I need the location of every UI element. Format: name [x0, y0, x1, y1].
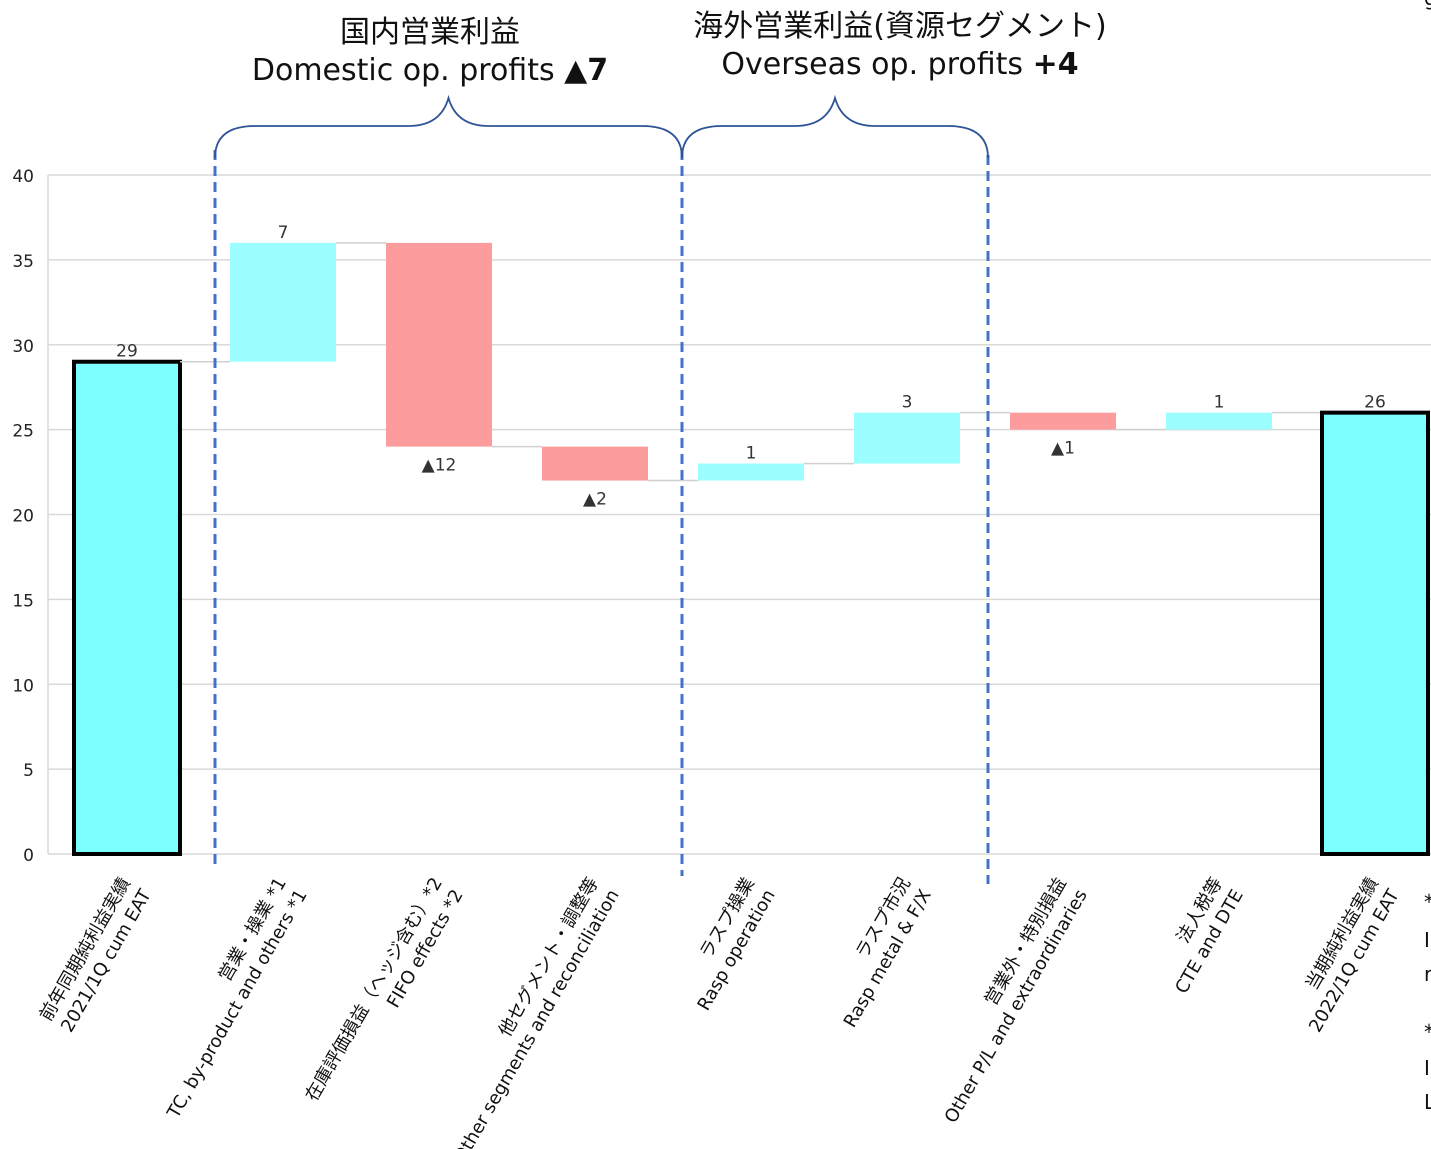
cropped-side-text: * [1424, 890, 1431, 914]
increase-bar [230, 242, 336, 362]
x-category-label-en: TC, by-product and others *1 [163, 886, 312, 1123]
data-label: 26 [1364, 393, 1386, 413]
domestic-title-en-line: Domestic op. profits ▲7 [210, 52, 650, 90]
y-tick-label: 0 [23, 846, 34, 866]
increase-bar [1166, 412, 1272, 430]
domestic-brace [214, 94, 683, 159]
data-label: 7 [278, 223, 289, 243]
y-axis-ticks: 0 5 10 15 20 25 30 35 40 [12, 167, 34, 866]
total-bar [72, 359, 182, 856]
y-tick-label: 10 [12, 676, 34, 696]
overseas-title-en: Overseas op. profits [721, 47, 1024, 82]
overseas-title-en-line: Overseas op. profits +4 [660, 46, 1140, 84]
y-tick-label: 15 [12, 591, 34, 611]
x-category-label-en: Other P/L and extraordinaries [941, 886, 1092, 1127]
domestic-group-title: 国内営業利益 Domestic op. profits ▲7 [210, 14, 650, 90]
overseas-title-value: +4 [1032, 47, 1079, 82]
data-labels: 29 7 ▲12 ▲2 1 3 ▲1 1 26 [116, 223, 1386, 510]
overseas-group-title: 海外営業利益(資源セグメント) Overseas op. profits +4 [660, 8, 1140, 84]
y-tick-label: 35 [12, 252, 34, 272]
data-label: 3 [902, 393, 913, 413]
data-label: 29 [116, 342, 138, 362]
decrease-bar [386, 242, 492, 447]
group-braces [214, 94, 989, 159]
x-category-label-jp: 在庫評価損益（ヘッジ含む）*2 [302, 874, 447, 1105]
y-tick-label: 20 [12, 507, 34, 527]
cropped-side-text: r [1424, 962, 1431, 986]
data-label: ▲1 [1051, 439, 1075, 459]
domestic-title-jp: 国内営業利益 [340, 15, 520, 50]
y-tick-label: 25 [12, 422, 34, 442]
increase-bar [698, 463, 804, 481]
cropped-side-text: L [1424, 1090, 1431, 1114]
x-category-label: 営業・操業 *1TC, by-product and others *1 [163, 874, 312, 1123]
cropped-side-text: I [1424, 1056, 1430, 1080]
data-label: ▲12 [422, 456, 457, 476]
data-label: ▲2 [583, 490, 607, 510]
domestic-title-value: ▲7 [564, 53, 609, 88]
y-tick-label: 5 [23, 761, 34, 781]
domestic-title-en: Domestic op. profits [251, 53, 555, 88]
bars [72, 242, 1430, 856]
cropped-side-text: I [1424, 928, 1430, 952]
cropped-side-text: * [1424, 1020, 1431, 1044]
y-tick-label: 30 [12, 337, 34, 357]
y-tick-label: 40 [12, 167, 34, 187]
decrease-bar [542, 446, 648, 481]
x-category-label-en: Other segments and reconciliation [450, 886, 624, 1149]
overseas-title-jp: 海外営業利益(資源セグメント) [693, 9, 1107, 44]
increase-bar [854, 412, 960, 464]
data-label: 1 [1214, 393, 1225, 413]
data-label: 1 [746, 444, 757, 464]
total-bar [1320, 410, 1430, 856]
cropped-side-text: g [1424, 0, 1431, 10]
group-dividers [213, 150, 990, 884]
overseas-brace [681, 94, 989, 159]
decrease-bar [1010, 412, 1116, 430]
